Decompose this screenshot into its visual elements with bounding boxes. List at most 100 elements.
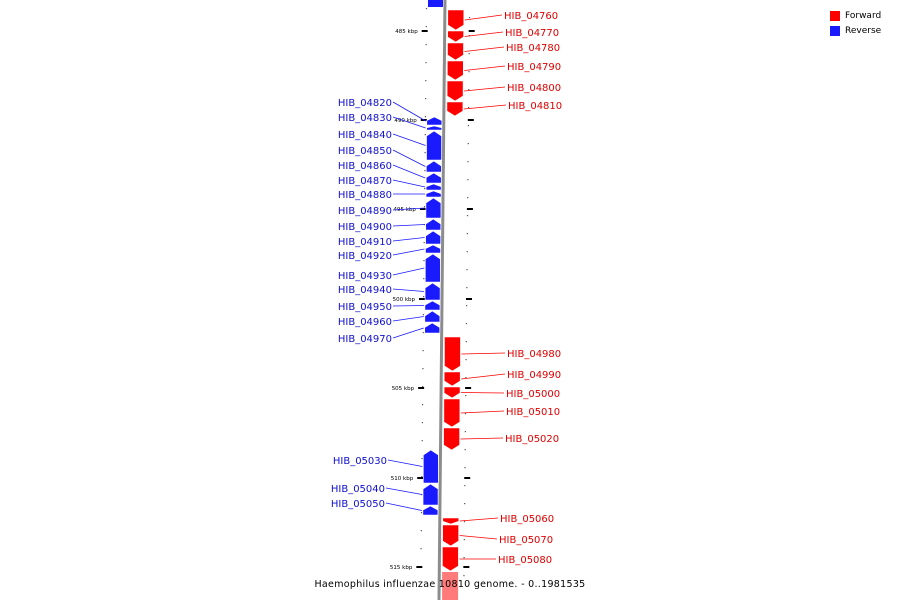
scale-tick-label: 505 kbp [392,386,415,392]
minor-tick-right [464,413,467,415]
gene-label-connector [459,535,498,540]
minor-tick-right [466,251,468,253]
minor-tick-left [420,512,423,514]
gene-arrow [442,517,460,525]
gene-label: HIB_04820 [338,98,392,109]
major-tick-right [465,387,472,389]
gene-label: HIB_05070 [499,535,553,546]
minor-tick-right [464,503,466,505]
gene-label: HIB_05020 [505,434,559,445]
minor-tick-left [422,350,424,352]
gene-label-connector [461,352,506,355]
gene-label: HIB_05000 [506,389,560,400]
major-tick-right [464,477,471,479]
gene-label: HIB_04940 [338,285,392,296]
gene-arrow [426,116,443,126]
gene-arrow [443,386,461,399]
minor-tick-left [425,98,427,100]
forward-swatch [830,10,840,21]
gene-arrow [442,546,459,572]
gene-label: HIB_05060 [500,514,554,525]
minor-tick-right [466,305,468,307]
gene-arrow [425,197,442,219]
minor-tick-left [425,44,427,46]
gene-label-connector [392,101,426,122]
gene-label: HIB_04840 [338,130,392,141]
gene-label: HIB_04760 [504,11,558,22]
gene-arrow [426,130,442,161]
gene-label: HIB_04790 [507,62,561,73]
minor-tick-right [465,395,467,397]
scale-tick-label: 510 kbp [391,476,414,482]
minor-tick-left [424,134,426,136]
gene-arrow [423,449,439,484]
minor-tick-left [421,476,423,478]
minor-tick-right [465,323,468,325]
gene-label-connector [459,517,499,522]
reverse-swatch [830,25,840,36]
minor-tick-right [464,485,466,487]
minor-tick-right [467,161,469,163]
minor-tick-right [464,467,466,469]
major-tick-right [466,298,473,300]
gene-label: HIB_04970 [338,334,392,345]
minor-tick-left [424,188,426,190]
gene-label: HIB_04810 [508,101,562,112]
minor-tick-right [466,233,468,235]
gene-label-connector [463,104,507,110]
gene-label-connector [392,267,425,276]
gene-label: HIB_04870 [338,176,392,187]
gene-label-connector [392,327,424,339]
minor-tick-left [422,368,424,370]
gene-arrow [424,310,441,323]
gene-label-connector [385,502,422,511]
gene-arrow [424,300,441,311]
minor-tick-left [420,530,422,532]
minor-tick-right [465,341,467,343]
gene-label-connector [392,133,426,146]
gene-label: HIB_04990 [507,370,561,381]
minor-tick-left [421,422,423,424]
minor-tick-right [468,17,471,19]
minor-tick-right [467,143,469,145]
minor-tick-right [463,539,465,541]
minor-tick-left [424,152,426,154]
gene-arrow-partial [442,572,459,600]
minor-tick-left [425,62,427,64]
minor-tick-left [423,296,425,298]
gene-label-connector [464,31,504,37]
gene-label-connector [464,14,503,21]
gene-label: HIB_04980 [507,349,561,360]
gene-arrow [443,371,461,387]
gene-arrow [444,336,461,372]
minor-tick-left [422,332,424,334]
gene-label: HIB_04850 [338,146,392,157]
scale-tick-label: 485 kbp [395,29,418,35]
gene-arrow [443,427,460,451]
minor-tick-right [466,269,468,271]
major-tick-right [466,208,473,210]
major-tick-right [467,119,474,121]
scale-tick-label: 495 kbp [393,207,416,213]
legend-label-forward: Forward [845,10,882,21]
gene-label: HIB_05030 [333,456,387,467]
minor-tick-right [463,521,466,523]
gene-arrow [425,253,441,283]
gene-label-connector [392,179,426,188]
gene-arrow [443,398,461,428]
major-tick-right [463,566,470,568]
major-tick-left [419,208,426,210]
minor-tick-right [463,557,465,559]
gene-label: HIB_05010 [506,407,560,418]
gene-arrow [446,101,464,117]
gene-label: HIB_04930 [338,271,392,282]
minor-tick-left [425,26,427,28]
gene-arrow [447,9,465,31]
minor-tick-left [421,404,424,406]
legend-item-forward: Forward [830,8,890,23]
minor-tick-right [465,359,467,361]
gene-arrow [425,172,442,184]
gene-arrow [422,505,439,516]
gene-arrow [446,60,464,81]
gene-label: HIB_05050 [331,499,385,510]
